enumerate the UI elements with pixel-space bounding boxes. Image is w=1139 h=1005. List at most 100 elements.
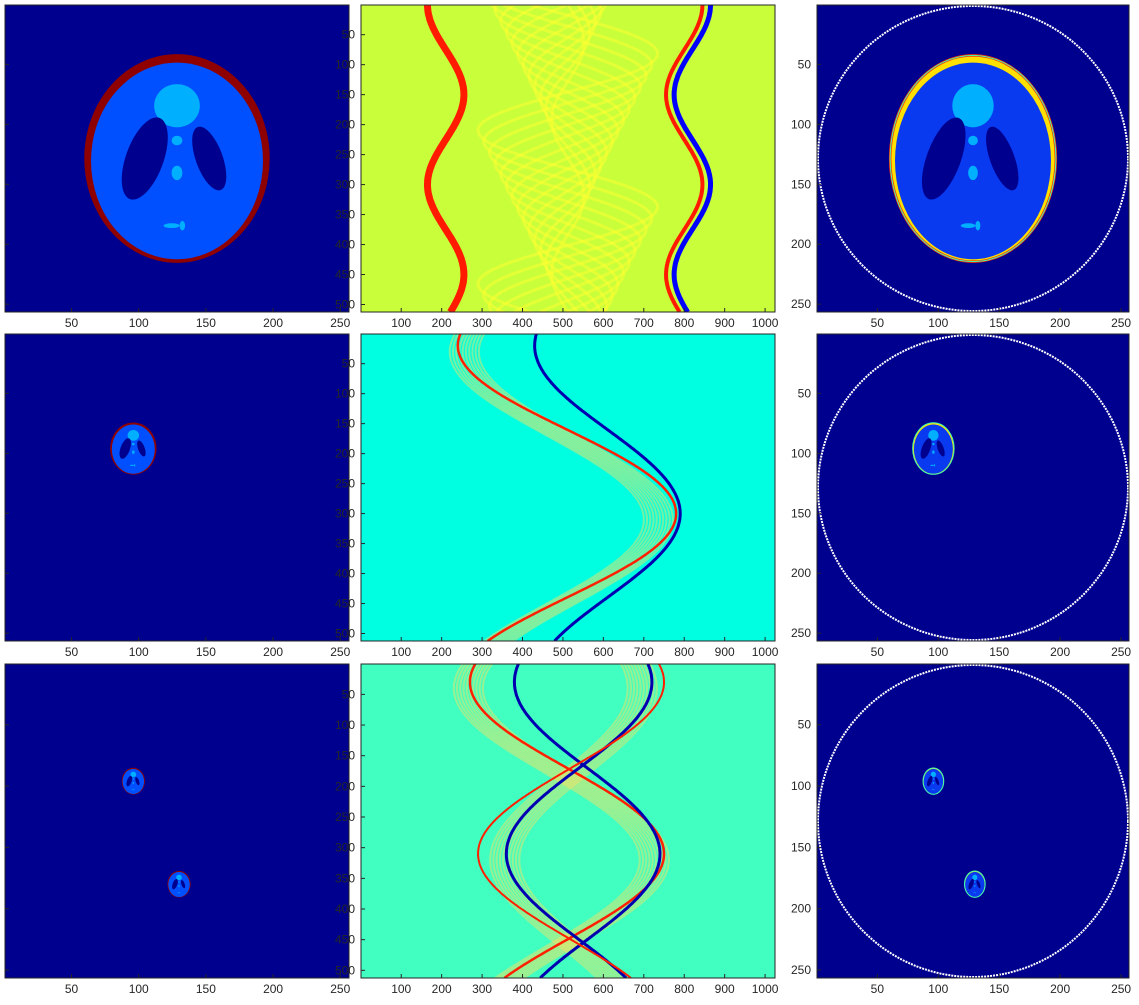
x-tick-label: 150	[989, 982, 1009, 996]
phantom-small-spot	[974, 881, 976, 883]
phantom-tiny-dot	[933, 789, 935, 791]
sinogram-trace	[456, 664, 644, 978]
phantom-upper-ellipse	[928, 429, 939, 441]
x-tick-label: 400	[513, 982, 533, 996]
y-tick-label: 200	[335, 447, 355, 461]
phantom-spot-lower	[932, 450, 935, 454]
x-tick-label: 250	[330, 316, 350, 330]
x-tick-label: 100	[928, 645, 948, 659]
y-tick-label: 450	[335, 268, 355, 282]
y-tick-label: 200	[791, 902, 811, 916]
x-tick-label: 100	[129, 645, 149, 659]
phantom-right-ellipse	[137, 440, 146, 457]
sinogram-background	[361, 334, 775, 641]
sinogram-trace	[452, 664, 641, 978]
x-tick-label: 150	[196, 982, 216, 996]
axes-frame	[360, 663, 776, 979]
sinogram-row2: 100 200 300 400 500 600 700 800 900 1000 50 100 150 2…	[335, 333, 779, 659]
phantom-left-ellipse	[921, 117, 966, 200]
phantom-ring-artifact	[922, 767, 945, 795]
x-tick-label: 200	[1050, 316, 1070, 330]
sinogram-trace	[492, 664, 632, 978]
axes-frame	[4, 4, 350, 313]
sinogram-trace	[448, 334, 645, 641]
x-tick-label: 150	[196, 316, 216, 330]
phantom-spot-lower	[932, 782, 934, 784]
sinogram-curve-3	[504, 664, 654, 978]
phantom-spot-lower	[974, 885, 976, 887]
sinogram-trace	[521, 5, 614, 312]
y-tick-label: 200	[335, 118, 355, 132]
x-tick-label: 400	[513, 316, 533, 330]
y-tick-label: 100	[335, 387, 355, 401]
phantom-spot-lower	[968, 165, 978, 181]
phantom-body	[111, 424, 155, 474]
phantom-upper-ellipse	[154, 84, 200, 128]
phantom-left-ellipse	[126, 775, 133, 787]
x-tick-label: 200	[263, 316, 283, 330]
x-tick-label: 100	[129, 982, 149, 996]
x-tick-label: 250	[1111, 316, 1131, 330]
x-tick-label: 500	[553, 645, 573, 659]
phantom-left-ellipse	[926, 775, 933, 787]
reconstruction-row2: 50 100 150 200 250 50 100 150 200 250	[791, 333, 1131, 659]
y-tick-label: 50	[342, 357, 356, 371]
phantom-tiny-dot	[975, 220, 981, 231]
y-tick-label: 300	[335, 178, 355, 192]
phantom-tiny-ellipse	[973, 892, 976, 894]
y-tick-label: 250	[791, 297, 811, 311]
x-tick-label: 100	[928, 316, 948, 330]
phantom-left-ellipse	[121, 117, 168, 200]
x-tick-label: 600	[593, 982, 613, 996]
phantom-spot-lower	[131, 450, 135, 454]
phantom-ring-artifact	[889, 54, 1057, 263]
axes-frame	[360, 4, 776, 313]
image-background	[5, 334, 349, 641]
x-tick-label: 900	[715, 316, 735, 330]
sinogram-trace	[489, 664, 629, 978]
x-tick-label: 200	[432, 982, 452, 996]
phantom-ring-artifact	[912, 422, 955, 475]
x-tick-label: 800	[674, 982, 694, 996]
axes-frame	[816, 663, 1130, 979]
sinogram-trace	[498, 664, 639, 978]
phantom-body	[168, 871, 190, 898]
axes-frame	[4, 333, 350, 642]
sinogram-trace	[474, 334, 671, 641]
x-tick-label: 300	[472, 645, 492, 659]
plot-area	[5, 5, 349, 312]
phantom-body	[913, 424, 953, 474]
phantom-spot-lower	[171, 165, 183, 181]
sinogram-row3: 100 200 300 400 500 600 700 800 900 1000 50 100 150 2…	[335, 663, 779, 996]
plot-area	[817, 334, 1129, 641]
y-tick-label: 350	[335, 537, 355, 551]
y-tick-label: 500	[335, 963, 355, 977]
sinogram-right-edge	[663, 5, 705, 312]
reconstruction-ring	[817, 334, 1129, 641]
image-background	[817, 664, 1129, 978]
x-tick-label: 900	[715, 645, 735, 659]
x-tick-label: 1000	[752, 645, 779, 659]
axes-frame	[816, 4, 1130, 313]
x-tick-label: 50	[65, 645, 79, 659]
y-tick-label: 150	[791, 840, 811, 854]
image-background	[817, 334, 1129, 641]
image-background	[5, 664, 349, 978]
y-tick-label: 200	[791, 566, 811, 580]
sinogram-trace	[511, 664, 652, 978]
y-tick-label: 500	[335, 298, 355, 312]
y-tick-label: 250	[335, 148, 355, 162]
y-tick-label: 150	[335, 749, 355, 763]
phantom-right-ellipse	[976, 880, 981, 889]
y-tick-label: 150	[335, 88, 355, 102]
x-tick-label: 700	[634, 645, 654, 659]
sinogram-trace	[469, 664, 657, 978]
y-tick-label: 150	[791, 506, 811, 520]
sinogram-trace	[493, 5, 643, 312]
phantom-small-spot	[132, 778, 134, 780]
y-tick-label: 150	[791, 177, 811, 191]
phantom-small-spot	[171, 135, 183, 146]
phantom-small-spot	[178, 881, 180, 883]
